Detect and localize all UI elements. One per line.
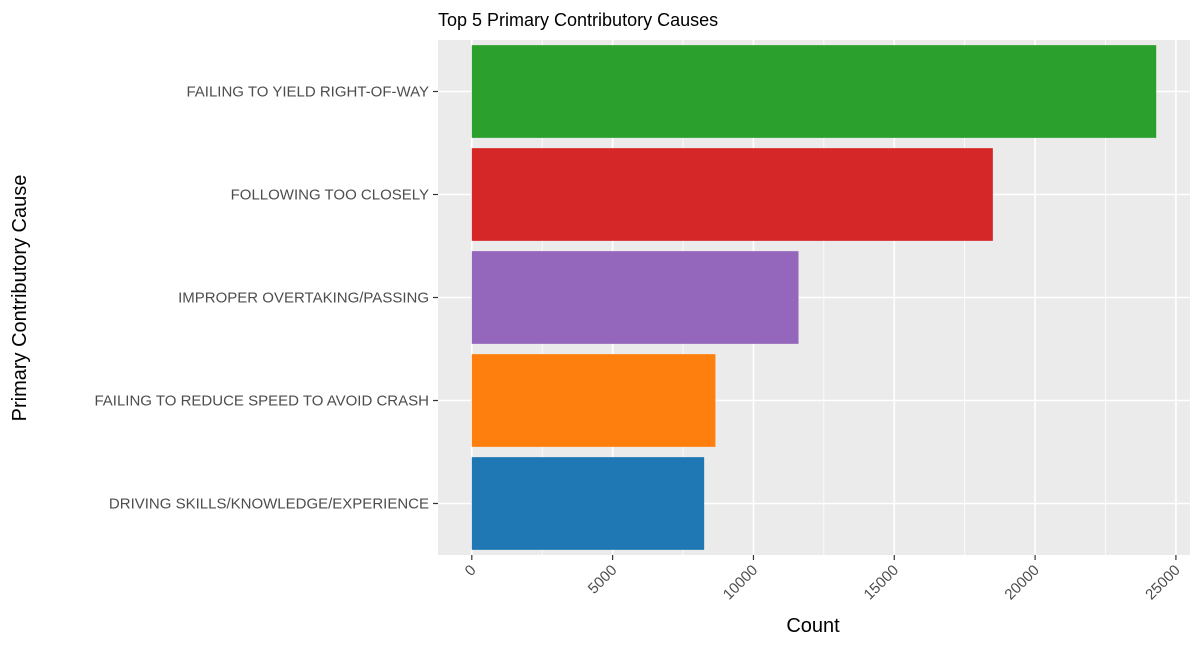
x-axis-title: Count <box>786 615 840 637</box>
category-label: IMPROPER OVERTAKING/PASSING <box>178 290 429 307</box>
category-label: FAILING TO REDUCE SPEED TO AVOID CRASH <box>94 393 429 410</box>
y-axis: FAILING TO YIELD RIGHT-OF-WAY FOLLOWING T… <box>94 84 438 513</box>
x-tick-label: 15000 <box>861 562 903 604</box>
category-label: FOLLOWING TOO CLOSELY <box>231 187 429 204</box>
x-tick-label: 20000 <box>1001 562 1043 604</box>
bar <box>471 148 993 241</box>
x-tick-label: 0 <box>462 562 480 580</box>
x-tick-label: 10000 <box>720 562 762 604</box>
bar <box>471 457 705 550</box>
bar <box>471 251 799 344</box>
x-axis: 0 5000 10000 15000 20000 25000 <box>462 555 1184 603</box>
x-tick-label: 25000 <box>1142 562 1184 604</box>
category-label: DRIVING SKILLS/KNOWLEDGE/EXPERIENCE <box>109 496 429 513</box>
bar <box>471 45 1157 138</box>
chart-title: Top 5 Primary Contributory Causes <box>438 10 718 30</box>
x-tick-label: 5000 <box>585 562 621 598</box>
bar <box>471 354 716 447</box>
category-label: FAILING TO YIELD RIGHT-OF-WAY <box>186 84 429 101</box>
bars <box>471 45 1157 550</box>
y-axis-title: Primary Contributory Cause <box>9 175 31 422</box>
